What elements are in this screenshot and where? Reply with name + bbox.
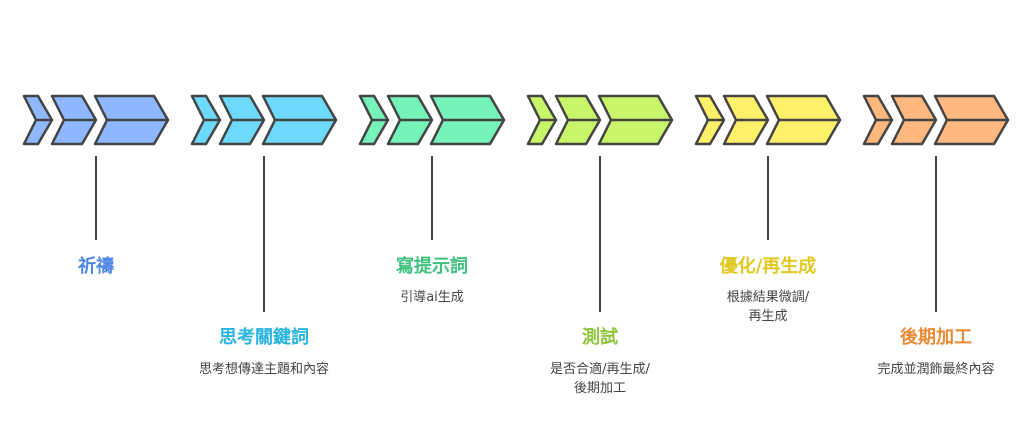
step-description: 完成並潤飾最終內容 [877, 362, 995, 377]
step-title: 後期加工 [900, 327, 972, 348]
step-description: 思考想傳達主題和內容 [198, 362, 329, 377]
step-title: 測試 [582, 327, 618, 348]
step-title: 祈禱 [78, 256, 114, 277]
step-description: 根據結果微調/ 再生成 [726, 290, 810, 324]
step-description: 是否合適/再生成/ 後期加工 [550, 362, 650, 396]
step-title: 思考關鍵詞 [219, 327, 309, 348]
step-title: 寫提示詞 [396, 256, 468, 277]
step-description: 引導ai生成 [400, 290, 464, 305]
step-title: 優化/再生成 [719, 256, 817, 277]
